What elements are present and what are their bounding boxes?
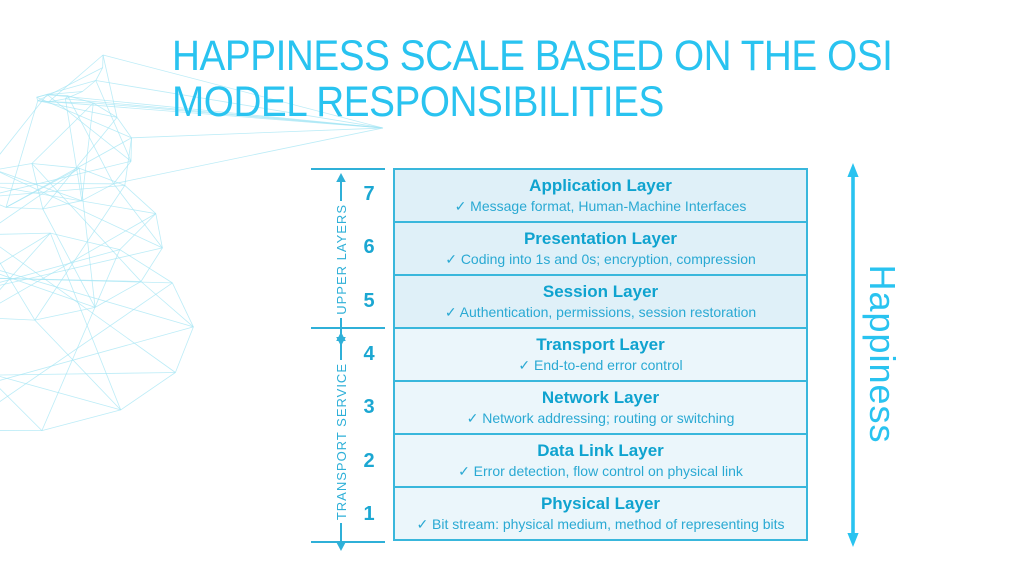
layer-desc: ✓ End-to-end error control (518, 357, 683, 374)
happiness-axis: Happiness (861, 264, 903, 538)
layer-desc: ✓ Network addressing; routing or switchi… (466, 410, 735, 427)
layer-number: 4 (363, 342, 375, 365)
layer-number: 1 (363, 502, 375, 525)
layer-desc: ✓ Coding into 1s and 0s; encryption, com… (445, 251, 756, 268)
page-title: HAPPINESS SCALE BASED ON THE OSI MODEL R… (172, 32, 893, 126)
layer-title: Application Layer (529, 176, 672, 196)
layer-desc: ✓ Error detection, flow control on physi… (458, 463, 743, 480)
table-row: Network Layer ✓ Network addressing; rout… (395, 380, 806, 433)
transport-service-label: TRANSPORT SERVICE (333, 363, 349, 521)
table-row: Application Layer ✓ Message format, Huma… (395, 170, 806, 221)
layer-number: 3 (363, 396, 375, 419)
page-title-line2: MODEL RESPONSIBILITIES (172, 78, 664, 126)
layer-number: 5 (363, 289, 375, 312)
table-row: Data Link Layer ✓ Error detection, flow … (395, 433, 806, 486)
layer-numbers: 7 6 5 4 3 2 1 (352, 168, 386, 541)
layer-title: Physical Layer (540, 494, 661, 514)
layer-number: 2 (363, 449, 375, 472)
table-row: Physical Layer ✓ Bit stream: physical me… (395, 486, 806, 539)
arrow-up-icon (336, 173, 346, 201)
arrow-up-icon (336, 332, 346, 360)
scale-top-line (311, 168, 385, 170)
table-row: Session Layer ✓ Authentication, permissi… (395, 274, 806, 327)
layer-desc: ✓ Bit stream: physical medium, method of… (416, 516, 785, 533)
arrow-down-icon (336, 523, 346, 552)
layer-title: Data Link Layer (537, 441, 664, 461)
table-row: Transport Layer ✓ End-to-end error contr… (395, 327, 806, 380)
layer-number: 6 (363, 236, 375, 259)
happiness-label: Happiness (862, 264, 903, 444)
layer-number: 7 (363, 183, 375, 206)
layer-title: Transport Layer (536, 335, 665, 355)
table-row: Presentation Layer ✓ Coding into 1s and … (395, 221, 806, 274)
upper-layers-label: UPPER LAYERS (333, 204, 349, 315)
layer-desc: ✓ Authentication, permissions, session r… (444, 304, 757, 321)
layer-title: Session Layer (542, 282, 659, 302)
page-title-line1: HAPPINESS SCALE BASED ON THE OSI (172, 32, 893, 80)
scale-bottom-line (311, 541, 385, 543)
transport-service-group: TRANSPORT SERVICE (326, 332, 356, 552)
layer-title: Network Layer (541, 388, 660, 408)
scale-divider-line (311, 327, 385, 329)
layer-title: Presentation Layer (523, 229, 678, 249)
osi-table: Application Layer ✓ Message format, Huma… (393, 168, 808, 541)
layer-desc: ✓ Message format, Human-Machine Interfac… (454, 198, 747, 215)
happiness-axis-arrow (847, 163, 859, 547)
